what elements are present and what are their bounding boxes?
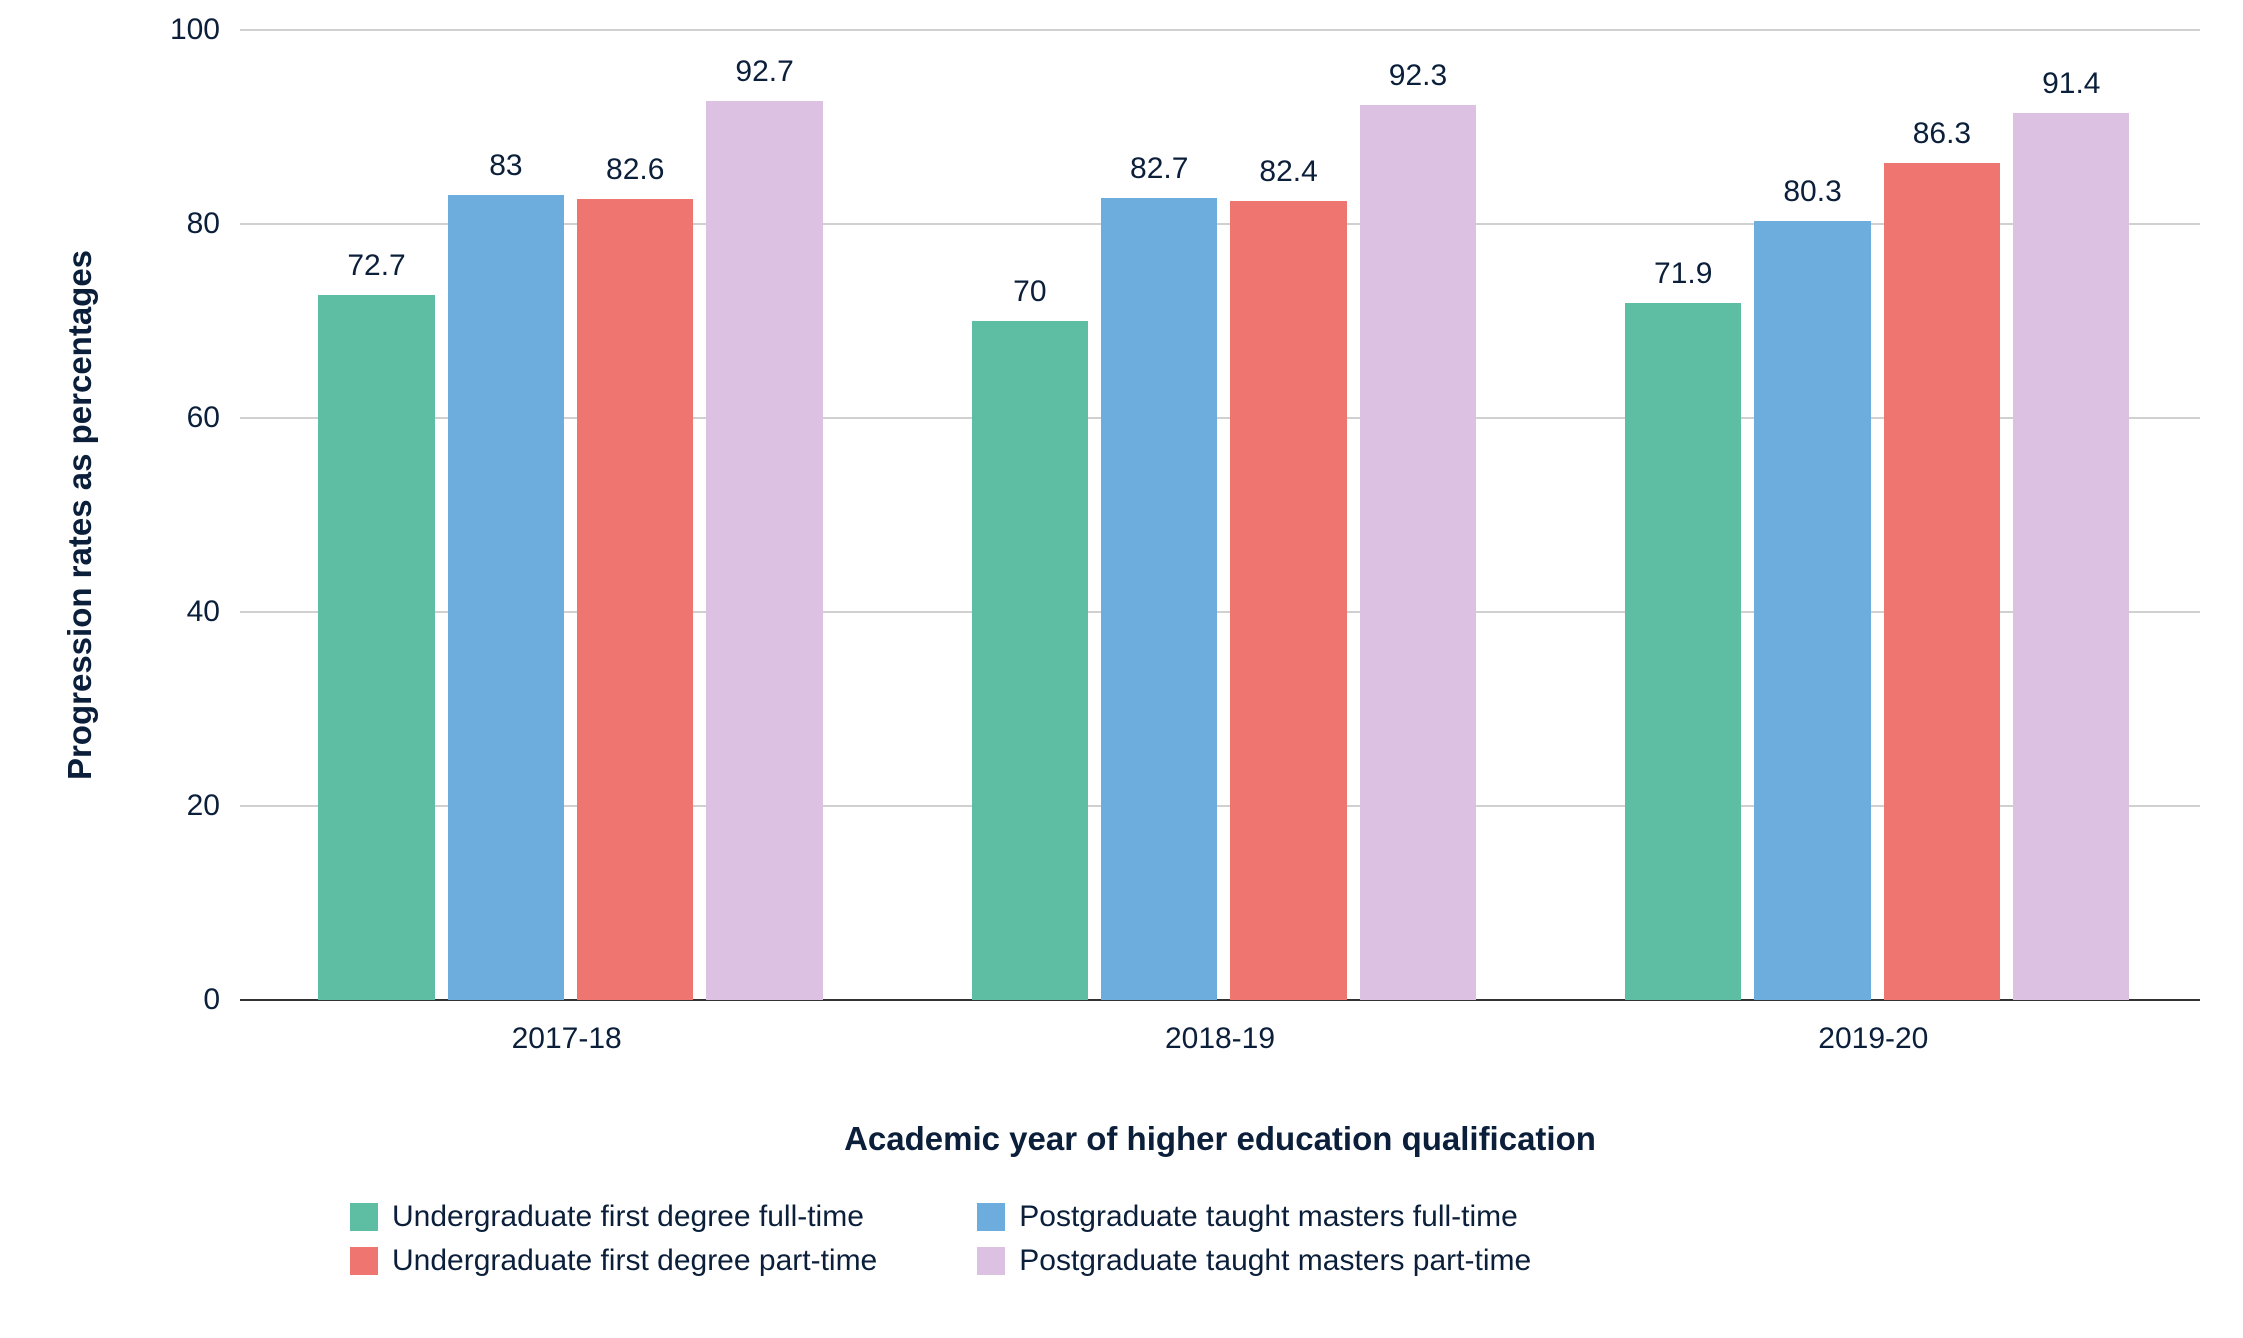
bar-value-label: 80.3 bbox=[1783, 175, 1841, 221]
y-axis-title: Progression rates as percentages bbox=[61, 250, 99, 780]
legend-item: Postgraduate taught masters part-time bbox=[977, 1244, 1531, 1278]
plot-area: 0204060801002017-1872.78382.692.72018-19… bbox=[240, 30, 2200, 1000]
bar: 83 bbox=[448, 195, 564, 1000]
bar: 80.3 bbox=[1754, 221, 1870, 1000]
gridline bbox=[240, 29, 2200, 31]
bar: 91.4 bbox=[2013, 113, 2129, 1000]
bar-value-label: 82.4 bbox=[1259, 155, 1317, 201]
legend-label: Postgraduate taught masters part-time bbox=[1019, 1244, 1531, 1278]
legend-label: Postgraduate taught masters full-time bbox=[1019, 1200, 1518, 1234]
bar: 86.3 bbox=[1884, 163, 2000, 1000]
x-axis-title: Academic year of higher education qualif… bbox=[844, 1120, 1596, 1158]
legend-swatch bbox=[350, 1203, 378, 1231]
bar-value-label: 72.7 bbox=[347, 249, 405, 295]
x-tick-label: 2017-18 bbox=[512, 1000, 622, 1056]
bar: 72.7 bbox=[318, 295, 434, 1000]
bar-value-label: 92.3 bbox=[1389, 59, 1447, 105]
y-tick-label: 40 bbox=[187, 595, 240, 629]
bar: 71.9 bbox=[1625, 303, 1741, 1000]
bar-value-label: 82.6 bbox=[606, 153, 664, 199]
bar-value-label: 83 bbox=[489, 149, 522, 195]
legend-swatch bbox=[350, 1247, 378, 1275]
bar: 70 bbox=[972, 321, 1088, 1000]
chart-container: 0204060801002017-1872.78382.692.72018-19… bbox=[0, 0, 2243, 1338]
legend-label: Undergraduate first degree full-time bbox=[392, 1200, 864, 1234]
y-tick-label: 60 bbox=[187, 401, 240, 435]
bar-value-label: 86.3 bbox=[1913, 117, 1971, 163]
bar-value-label: 71.9 bbox=[1654, 257, 1712, 303]
legend-swatch bbox=[977, 1247, 1005, 1275]
bar: 82.4 bbox=[1230, 201, 1346, 1000]
y-tick-label: 80 bbox=[187, 207, 240, 241]
x-tick-label: 2019-20 bbox=[1818, 1000, 1928, 1056]
bar: 82.6 bbox=[577, 199, 693, 1000]
bar: 82.7 bbox=[1101, 198, 1217, 1000]
y-tick-label: 0 bbox=[203, 983, 240, 1017]
bar-value-label: 82.7 bbox=[1130, 152, 1188, 198]
bar: 92.7 bbox=[706, 101, 822, 1000]
legend-item: Undergraduate first degree part-time bbox=[350, 1244, 877, 1278]
y-tick-label: 100 bbox=[170, 13, 240, 47]
legend-item: Postgraduate taught masters full-time bbox=[977, 1200, 1531, 1234]
bar-value-label: 70 bbox=[1013, 275, 1046, 321]
legend-swatch bbox=[977, 1203, 1005, 1231]
legend-label: Undergraduate first degree part-time bbox=[392, 1244, 877, 1278]
legend: Undergraduate first degree full-time Post… bbox=[350, 1200, 1531, 1278]
bar-value-label: 91.4 bbox=[2042, 67, 2100, 113]
x-tick-label: 2018-19 bbox=[1165, 1000, 1275, 1056]
bar: 92.3 bbox=[1360, 105, 1476, 1000]
y-tick-label: 20 bbox=[187, 789, 240, 823]
legend-item: Undergraduate first degree full-time bbox=[350, 1200, 877, 1234]
bar-value-label: 92.7 bbox=[735, 55, 793, 101]
